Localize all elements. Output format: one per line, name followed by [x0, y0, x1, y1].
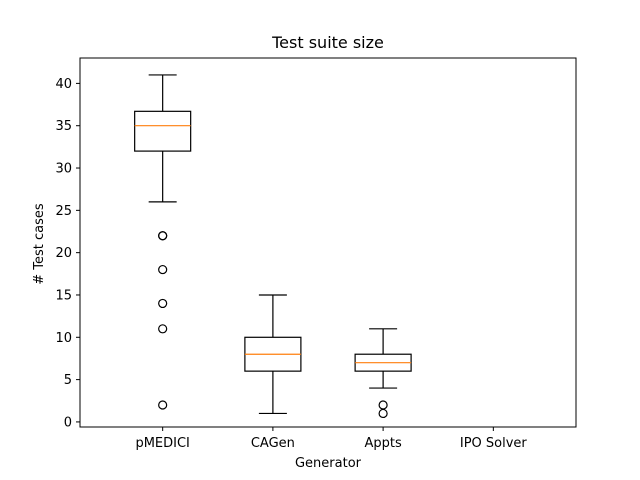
plot-frame	[79, 57, 577, 428]
outlier-point	[158, 324, 168, 334]
outlier-point	[378, 408, 388, 419]
y-tick-label: 40	[55, 77, 72, 92]
x-tick-label: CAGen	[251, 436, 295, 451]
x-tick-label: IPO Solver	[460, 436, 528, 451]
outlier-point	[158, 298, 168, 309]
y-tick-label: 25	[55, 204, 72, 219]
outlier-point	[158, 264, 168, 275]
x-tick-label: Appts	[364, 436, 401, 451]
y-tick-label: 20	[55, 246, 72, 261]
box-iqr	[134, 110, 192, 152]
y-tick-label: 10	[55, 331, 72, 346]
plot-area: 0 5 10 15 20 25 30 35 40 pMEDICI CAGen Appts IPO Sol…	[55, 74, 528, 451]
chart-title: Test suite size	[271, 33, 384, 52]
y-tick-label: 30	[55, 162, 72, 177]
y-tick-label: 0	[64, 415, 72, 430]
y-tick-label: 5	[64, 373, 72, 388]
x-tick-label: pMEDICI	[135, 436, 189, 451]
y-tick-label: 15	[55, 288, 72, 303]
y-tick-label: 35	[55, 119, 72, 134]
outlier-point	[158, 231, 168, 241]
x-axis-label: Generator	[295, 456, 362, 471]
outlier-point	[158, 400, 168, 410]
y-axis-label: # Test cases	[32, 203, 47, 285]
